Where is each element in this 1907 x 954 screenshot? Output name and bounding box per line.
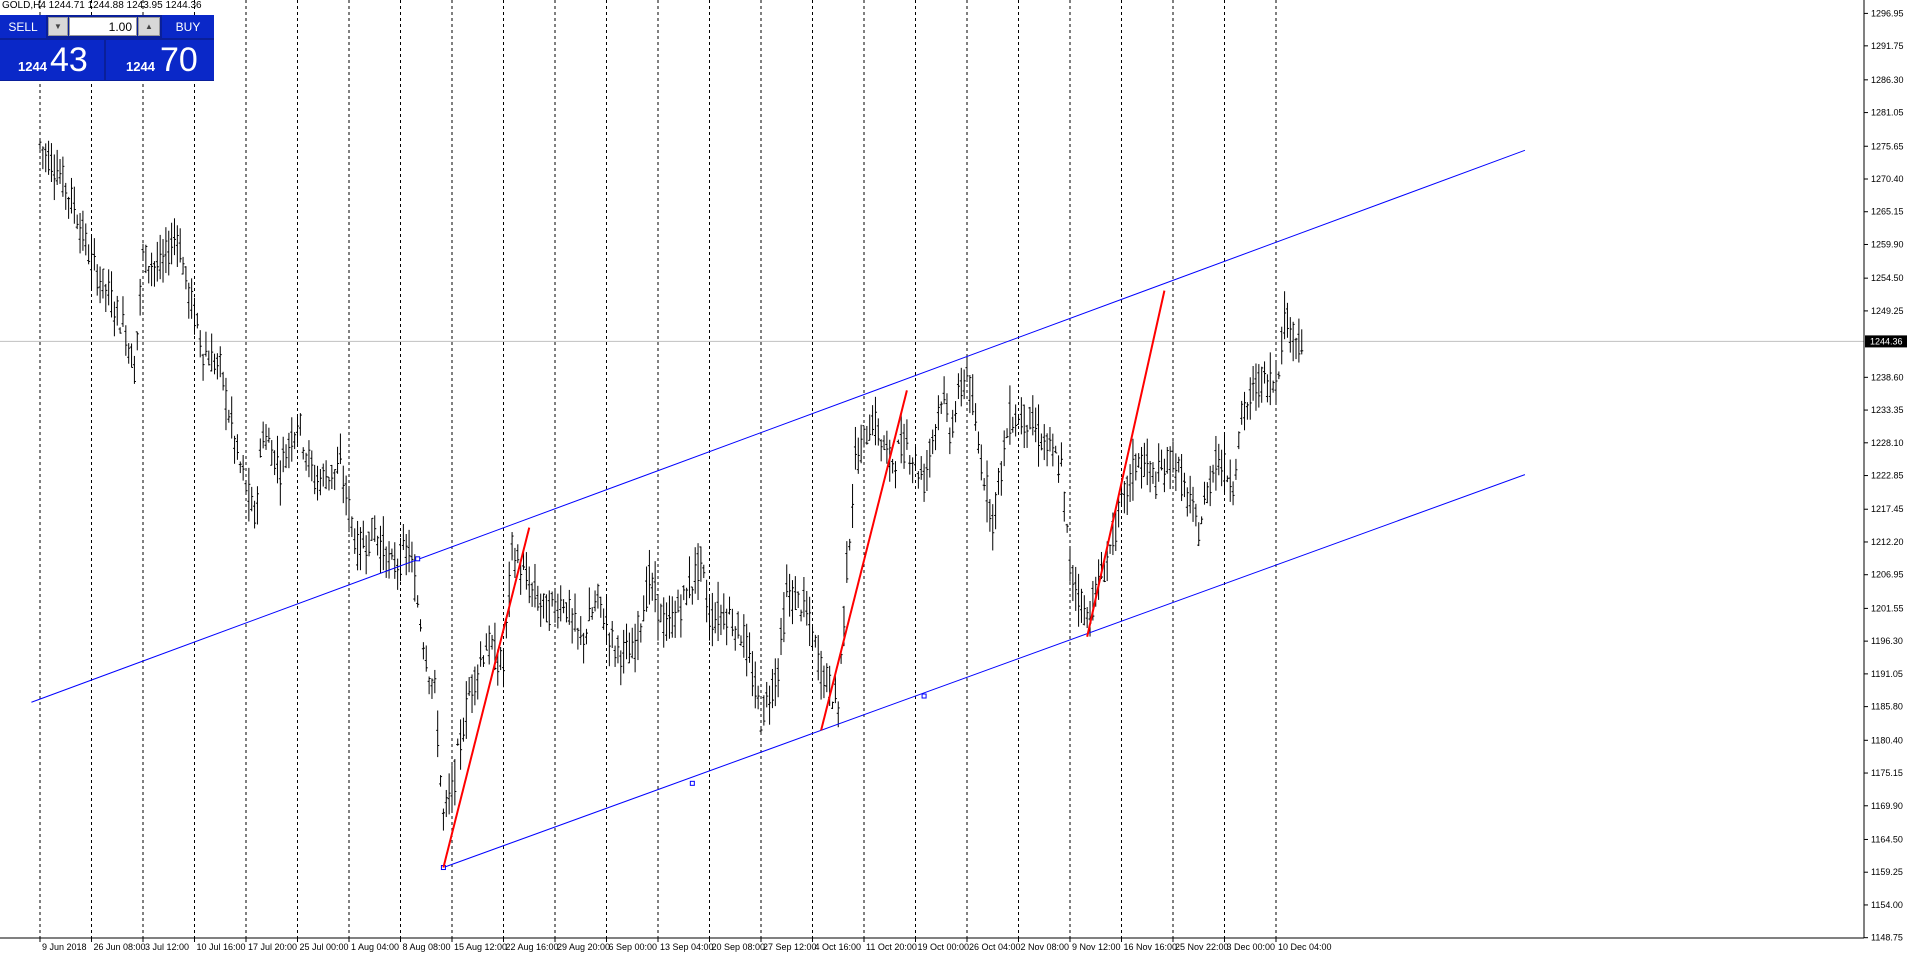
y-tick-label: 1185.80: [1871, 702, 1903, 712]
x-tick-label: 29 Aug 20:00: [557, 942, 610, 952]
channel-anchor-point[interactable]: [415, 556, 421, 562]
vertical-grid: [39, 0, 1277, 938]
sell-price-pips: 43: [50, 41, 88, 79]
triangle-up-icon: ▲: [145, 22, 153, 31]
sell-price-box[interactable]: 1244 43: [0, 40, 104, 80]
y-tick-label: 1164.50: [1871, 834, 1903, 844]
y-tick-label: 1249.25: [1871, 306, 1904, 316]
x-tick-label: 25 Jul 00:00: [300, 942, 349, 952]
one-click-trade-panel: SELL ▼ ▲ BUY 1244 43 1244 70: [0, 15, 214, 81]
x-tick-label: 27 Sep 12:00: [763, 942, 817, 952]
time-axis[interactable]: 9 Jun 2018 26 Jun 08:00 3 Jul 12:00 10 Jul …: [39, 938, 1332, 952]
channel-lower-line[interactable]: [443, 474, 1526, 868]
y-tick-label: 1281.05: [1871, 108, 1904, 118]
price-bars: [38, 139, 1304, 831]
y-tick-label: 1212.20: [1871, 537, 1904, 547]
lot-increase-button[interactable]: ▲: [138, 17, 160, 36]
x-tick-label: 26 Oct 04:00: [969, 942, 1021, 952]
red-trend-lines[interactable]: [442, 290, 1166, 868]
sell-button[interactable]: SELL: [0, 15, 46, 38]
y-tick-label: 1191.05: [1871, 669, 1903, 679]
y-tick-label: 1169.90: [1871, 801, 1903, 811]
y-tick-label: 1222.85: [1871, 471, 1904, 481]
red-trend-line[interactable]: [442, 527, 531, 868]
y-tick-label: 1238.60: [1871, 372, 1904, 382]
channel-anchor-point[interactable]: [921, 693, 927, 699]
y-tick-label: 1296.95: [1871, 8, 1904, 18]
x-tick-label: 10 Dec 04:00: [1278, 942, 1332, 952]
lot-decrease-button[interactable]: ▼: [48, 17, 68, 36]
x-tick-label: 17 Jul 20:00: [248, 942, 297, 952]
current-price-text: 1244.36: [1870, 336, 1903, 346]
x-tick-label: 1 Aug 04:00: [351, 942, 399, 952]
y-tick-label: 1217.45: [1871, 504, 1904, 514]
sell-price-prefix: 1244: [18, 59, 47, 74]
buy-price-pips: 70: [160, 41, 198, 79]
x-tick-label: 13 Sep 04:00: [660, 942, 714, 952]
x-tick-label: 20 Sep 08:00: [712, 942, 766, 952]
y-tick-label: 1159.25: [1871, 867, 1903, 877]
y-tick-label: 1175.15: [1871, 768, 1903, 778]
y-tick-label: 1233.35: [1871, 405, 1904, 415]
x-tick-label: 25 Nov 22:00: [1175, 942, 1229, 952]
y-tick-label: 1201.55: [1871, 603, 1904, 613]
x-tick-label: 3 Jul 12:00: [145, 942, 189, 952]
x-tick-label: 16 Nov 16:00: [1124, 942, 1178, 952]
y-tick-label: 1148.75: [1871, 933, 1903, 943]
triangle-down-icon: ▼: [54, 22, 62, 31]
y-tick-label: 1286.30: [1871, 75, 1904, 85]
y-tick-label: 1254.50: [1871, 273, 1904, 283]
x-tick-label: 11 Oct 20:00: [866, 942, 917, 952]
channel-upper-line[interactable]: [31, 149, 1526, 703]
x-tick-label: 6 Sep 00:00: [609, 942, 658, 952]
x-tick-label: 26 Jun 08:00: [94, 942, 146, 952]
y-tick-label: 1196.30: [1871, 636, 1903, 646]
y-tick-label: 1265.15: [1871, 207, 1904, 217]
x-tick-label: 8 Aug 08:00: [403, 942, 451, 952]
buy-price-box[interactable]: 1244 70: [106, 40, 214, 80]
current-price-label: 1244.36: [1865, 335, 1907, 348]
y-tick-label: 1259.90: [1871, 239, 1904, 249]
x-tick-label: 22 Aug 16:00: [506, 942, 559, 952]
x-tick-label: 4 Oct 16:00: [815, 942, 862, 952]
red-trend-line[interactable]: [1086, 290, 1166, 637]
price-axis[interactable]: 1296.95 1291.75 1286.30 1281.05 1275.65 1270.…: [1864, 8, 1904, 943]
x-tick-label: 3 Dec 00:00: [1227, 942, 1276, 952]
lot-size-input[interactable]: [69, 17, 137, 36]
y-tick-label: 1270.40: [1871, 174, 1904, 184]
x-tick-label: 2 Nov 08:00: [1021, 942, 1070, 952]
x-tick-label: 9 Nov 12:00: [1072, 942, 1121, 952]
y-tick-label: 1228.10: [1871, 438, 1904, 448]
x-tick-label: 9 Jun 2018: [42, 942, 87, 952]
chart-header: GOLD,H4 1244.71 1244.88 1243.95 1244.36: [2, 0, 202, 11]
x-tick-label: 19 Oct 00:00: [918, 942, 970, 952]
y-tick-label: 1154.00: [1871, 900, 1903, 910]
buy-price-prefix: 1244: [126, 59, 155, 74]
y-tick-label: 1275.65: [1871, 141, 1904, 151]
y-tick-label: 1180.40: [1871, 735, 1903, 745]
y-tick-label: 1206.95: [1871, 570, 1904, 580]
y-tick-label: 1291.75: [1871, 41, 1904, 51]
channel-anchor-point[interactable]: [689, 780, 695, 786]
red-trend-line[interactable]: [820, 390, 908, 731]
trend-channel[interactable]: [31, 149, 1526, 871]
x-tick-label: 10 Jul 16:00: [197, 942, 246, 952]
x-tick-label: 15 Aug 12:00: [454, 942, 507, 952]
buy-button[interactable]: BUY: [162, 15, 214, 38]
